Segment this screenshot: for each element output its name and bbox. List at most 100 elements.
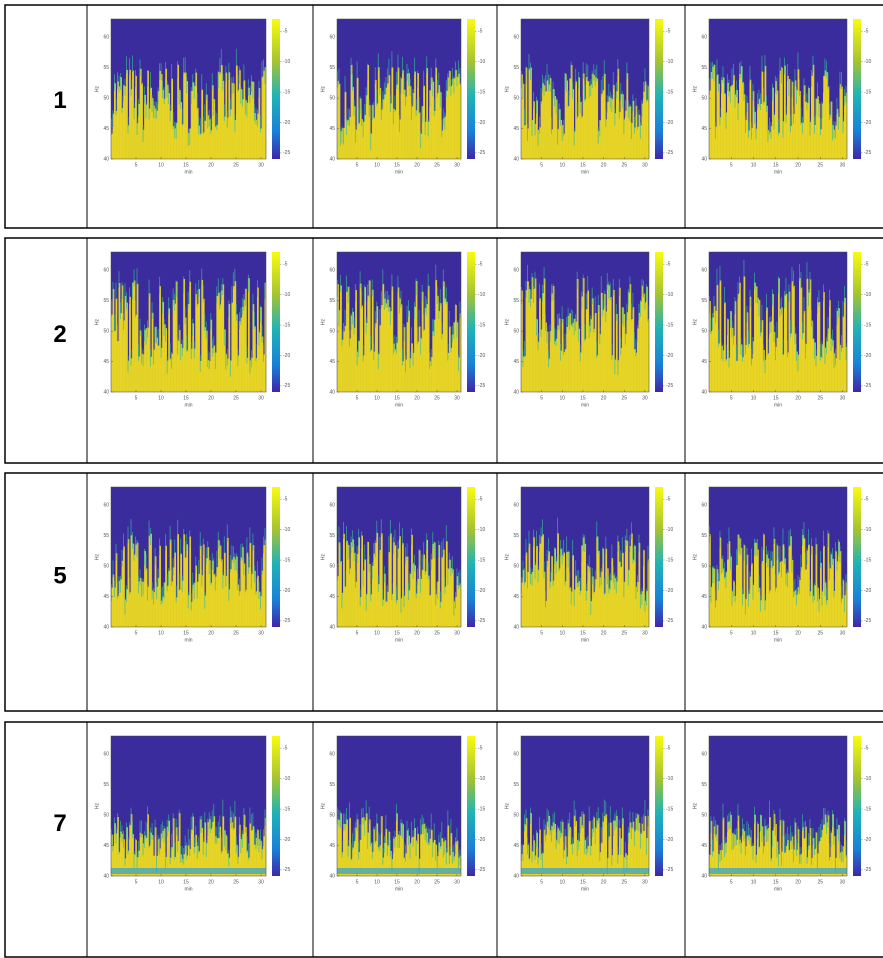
spectral-green — [120, 302, 121, 319]
colorbar — [655, 19, 663, 159]
spectral-green — [759, 300, 760, 317]
spectral-green — [191, 87, 192, 104]
spectral-green — [789, 79, 790, 96]
spectral-green — [417, 827, 418, 844]
spectral-green — [404, 590, 405, 607]
spectral-green — [162, 297, 163, 314]
spectral-green — [192, 74, 193, 91]
spectral-green — [787, 570, 788, 587]
spectral-green — [215, 111, 216, 128]
spectral-green — [748, 330, 749, 347]
colorbar-tick-label: -10 — [283, 292, 290, 298]
spectral-green — [228, 63, 229, 80]
spectral-green — [212, 73, 213, 90]
spectral-green — [541, 88, 542, 105]
spectral-green — [351, 313, 352, 330]
spectral-green — [781, 561, 782, 578]
spectral-green — [611, 849, 612, 866]
x-axis-label: min — [395, 637, 403, 643]
spectral-green — [422, 555, 423, 572]
spectral-green — [807, 847, 808, 864]
spectral-green — [437, 80, 438, 97]
spectral-green — [122, 282, 123, 299]
y-tick-label: 55 — [513, 65, 519, 71]
spectral-green — [602, 76, 603, 93]
x-tick-label: 20 — [795, 395, 801, 401]
row-label: 7 — [53, 810, 66, 837]
spectral-green — [643, 549, 644, 566]
spectral-green — [378, 575, 379, 592]
spectral-green — [726, 837, 727, 854]
spectral-green — [646, 85, 647, 102]
spectral-green — [646, 589, 647, 606]
spectral-green — [565, 334, 566, 351]
colorbar-tick-label: -15 — [666, 806, 673, 812]
spectral-green — [197, 842, 198, 859]
spectral-green — [188, 591, 189, 608]
spectral-green — [529, 286, 530, 303]
spectral-green — [523, 844, 524, 861]
spectral-green — [159, 63, 160, 80]
spectral-green — [397, 831, 398, 848]
spectral-green — [738, 804, 739, 821]
spectral-green — [557, 128, 558, 145]
colorbar-tick-label: -10 — [864, 59, 871, 65]
spectral-green — [360, 96, 361, 113]
spectrogram-panel: 404550556051015202530minHz-5-10-15-20-25 — [320, 19, 485, 175]
spectral-green — [224, 830, 225, 847]
y-tick-label: 40 — [329, 156, 335, 162]
colorbar — [853, 252, 861, 392]
spectral-green — [144, 831, 145, 848]
spectral-green — [213, 99, 214, 116]
spectral-green — [428, 828, 429, 845]
spectral-green — [837, 554, 838, 571]
spectral-green — [801, 108, 802, 125]
spectral-green — [556, 557, 557, 574]
spectral-green — [626, 62, 627, 79]
spectral-green — [189, 839, 190, 856]
spectral-green — [814, 117, 815, 134]
spectral-green — [841, 72, 842, 89]
spectral-green — [808, 529, 809, 546]
spectral-green — [447, 344, 448, 361]
spectral-green — [769, 800, 770, 817]
spectral-green — [568, 819, 569, 836]
spectral-green — [170, 526, 171, 543]
spectral-green — [198, 117, 199, 134]
spectral-green — [239, 312, 240, 329]
spectral-green — [808, 833, 809, 850]
spectral-green — [234, 801, 235, 818]
spectral-green — [227, 837, 228, 854]
spectral-green — [254, 828, 255, 845]
spectral-green — [765, 819, 766, 836]
spectral-green — [456, 321, 457, 338]
spectral-green — [780, 546, 781, 563]
spectral-green — [641, 817, 642, 834]
spectral-green — [431, 349, 432, 366]
y-tick-label: 60 — [103, 503, 109, 509]
spectral-green — [219, 292, 220, 309]
spectral-green — [829, 290, 830, 307]
spectral-green — [622, 807, 623, 824]
spectral-green — [826, 61, 827, 78]
y-tick-label: 45 — [701, 126, 707, 132]
spectral-green — [404, 324, 405, 341]
row-label: 1 — [53, 87, 66, 114]
spectral-green — [186, 842, 187, 859]
spectral-green — [611, 544, 612, 561]
spectral-green — [846, 840, 847, 857]
spectral-green — [219, 542, 220, 559]
spectral-green — [595, 69, 596, 86]
spectral-green — [379, 78, 380, 95]
spectral-green — [201, 269, 202, 286]
colorbar — [467, 252, 475, 392]
y-tick-label: 50 — [103, 812, 109, 818]
y-tick-label: 60 — [329, 752, 335, 758]
spectral-green — [547, 550, 548, 567]
spectral-green — [402, 822, 403, 839]
spectral-green — [756, 540, 757, 557]
spectral-green — [741, 338, 742, 355]
spectral-green — [781, 66, 782, 83]
spectral-green — [339, 810, 340, 827]
